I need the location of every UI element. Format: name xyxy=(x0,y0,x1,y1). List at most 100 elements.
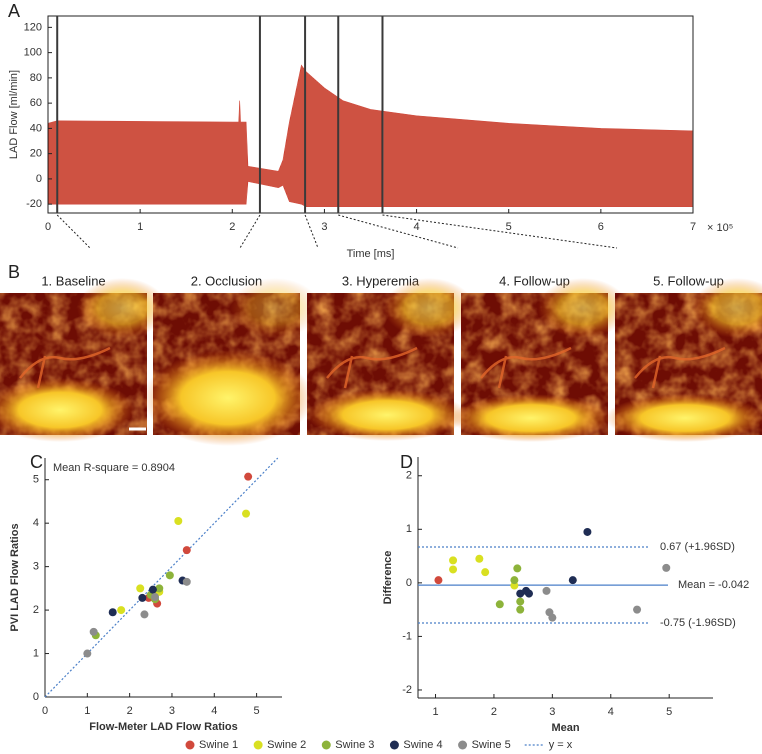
x-tick-label: 1 xyxy=(137,221,143,233)
data-point xyxy=(568,576,577,585)
y-tick-label: 40 xyxy=(30,122,42,134)
image-title: 2. Occlusion xyxy=(191,273,263,288)
x-tick-label: 4 xyxy=(211,705,217,717)
x-axis-label: Time [ms] xyxy=(347,248,395,260)
vessel xyxy=(326,346,418,389)
x-axis-label: Mean xyxy=(551,722,579,734)
leader-line xyxy=(56,214,91,249)
image-glow xyxy=(230,278,320,338)
legend-swatch xyxy=(458,740,468,750)
data-point xyxy=(83,649,92,658)
y-tick-label: 120 xyxy=(24,21,42,33)
x-tick-label: 0 xyxy=(42,705,48,717)
hline-label: 0.67 (+1.96SD) xyxy=(660,541,735,553)
leader-line xyxy=(338,214,459,249)
y-tick-label: 2 xyxy=(33,604,39,616)
x-tick-label: 6 xyxy=(598,221,604,233)
data-point xyxy=(495,600,504,609)
legend-swatch xyxy=(185,740,195,750)
panel-letter: A xyxy=(8,1,20,21)
data-point xyxy=(242,509,251,518)
x-tick-label: 3 xyxy=(321,221,327,233)
image-title: 3. Hyperemia xyxy=(342,273,420,288)
x-tick-label: 7 xyxy=(690,221,696,233)
leader-line xyxy=(239,214,261,249)
x-tick-label: 2 xyxy=(491,706,497,718)
y-tick-label: 1 xyxy=(33,647,39,659)
x-tick-label: 5 xyxy=(254,705,260,717)
data-point xyxy=(516,597,525,606)
data-point xyxy=(524,589,533,598)
x-tick-label: 1 xyxy=(432,706,438,718)
vessel xyxy=(634,346,726,389)
data-point xyxy=(117,606,126,615)
data-point xyxy=(165,571,174,580)
image-glow xyxy=(605,394,762,442)
data-point xyxy=(662,563,671,572)
y-tick-label: 20 xyxy=(30,148,42,160)
x-axis-label: Flow-Meter LAD Flow Ratios xyxy=(89,721,238,733)
y-axis-label: LAD Flow [ml/min] xyxy=(8,70,20,159)
data-point xyxy=(182,577,191,586)
panel-letter: C xyxy=(30,452,43,472)
panel-letter: B xyxy=(8,262,20,282)
y-axis-label: Difference xyxy=(382,551,394,605)
x-multiplier: × 10⁵ xyxy=(707,222,733,234)
data-point xyxy=(148,585,157,594)
data-point xyxy=(155,584,164,593)
legend-swatch xyxy=(253,740,263,750)
x-tick-label: 3 xyxy=(549,706,555,718)
data-point xyxy=(244,472,253,481)
image-glow xyxy=(77,278,167,338)
hline-label: Mean = -0.042 xyxy=(678,579,749,591)
image-title: 4. Follow-up xyxy=(499,273,570,288)
data-point xyxy=(633,605,642,614)
y-tick-label: 3 xyxy=(33,561,39,573)
image-glow xyxy=(692,278,762,338)
y-tick-label: -2 xyxy=(402,684,412,696)
legend-label: Swine 3 xyxy=(335,739,374,751)
data-point xyxy=(513,564,522,573)
image-glow xyxy=(0,378,135,442)
x-tick-label: 0 xyxy=(45,221,51,233)
x-tick-label: 2 xyxy=(127,705,133,717)
y-tick-label: 60 xyxy=(30,97,42,109)
leader-line xyxy=(304,214,319,249)
data-point xyxy=(136,584,145,593)
data-point xyxy=(516,605,525,614)
vessel xyxy=(480,346,572,389)
legend-swatch xyxy=(389,740,399,750)
legend-swatch xyxy=(321,740,331,750)
y-tick-label: 0 xyxy=(406,577,412,589)
x-tick-label: 5 xyxy=(506,221,512,233)
image-title: 1. Baseline xyxy=(41,273,105,288)
data-point xyxy=(182,546,191,555)
y-tick-label: 4 xyxy=(33,517,39,529)
data-point xyxy=(475,554,484,563)
leader-line xyxy=(382,214,618,249)
x-tick-label: 4 xyxy=(608,706,614,718)
y-tick-label: -20 xyxy=(26,198,42,210)
image-glow xyxy=(384,278,474,338)
data-point xyxy=(542,586,551,595)
image-title: 5. Follow-up xyxy=(653,273,724,288)
annotation: Mean R-square = 0.8904 xyxy=(53,462,175,474)
data-point xyxy=(583,527,592,536)
data-point xyxy=(151,593,160,602)
image-glow xyxy=(307,389,467,441)
y-axis-label: PVI LAD Flow Ratios xyxy=(9,523,21,631)
data-point xyxy=(89,627,98,636)
data-point xyxy=(481,568,490,577)
image-glow xyxy=(451,394,611,442)
x-tick-label: 2 xyxy=(229,221,235,233)
data-point xyxy=(434,576,443,585)
data-point xyxy=(548,613,557,622)
data-point xyxy=(449,565,458,574)
data-point xyxy=(510,576,519,585)
y-tick-label: -1 xyxy=(402,630,412,642)
signal-band xyxy=(47,64,694,207)
image-glow xyxy=(538,278,628,338)
reference-line xyxy=(44,457,279,698)
legend-label: Swine 1 xyxy=(199,739,238,751)
y-tick-label: 2 xyxy=(406,470,412,482)
